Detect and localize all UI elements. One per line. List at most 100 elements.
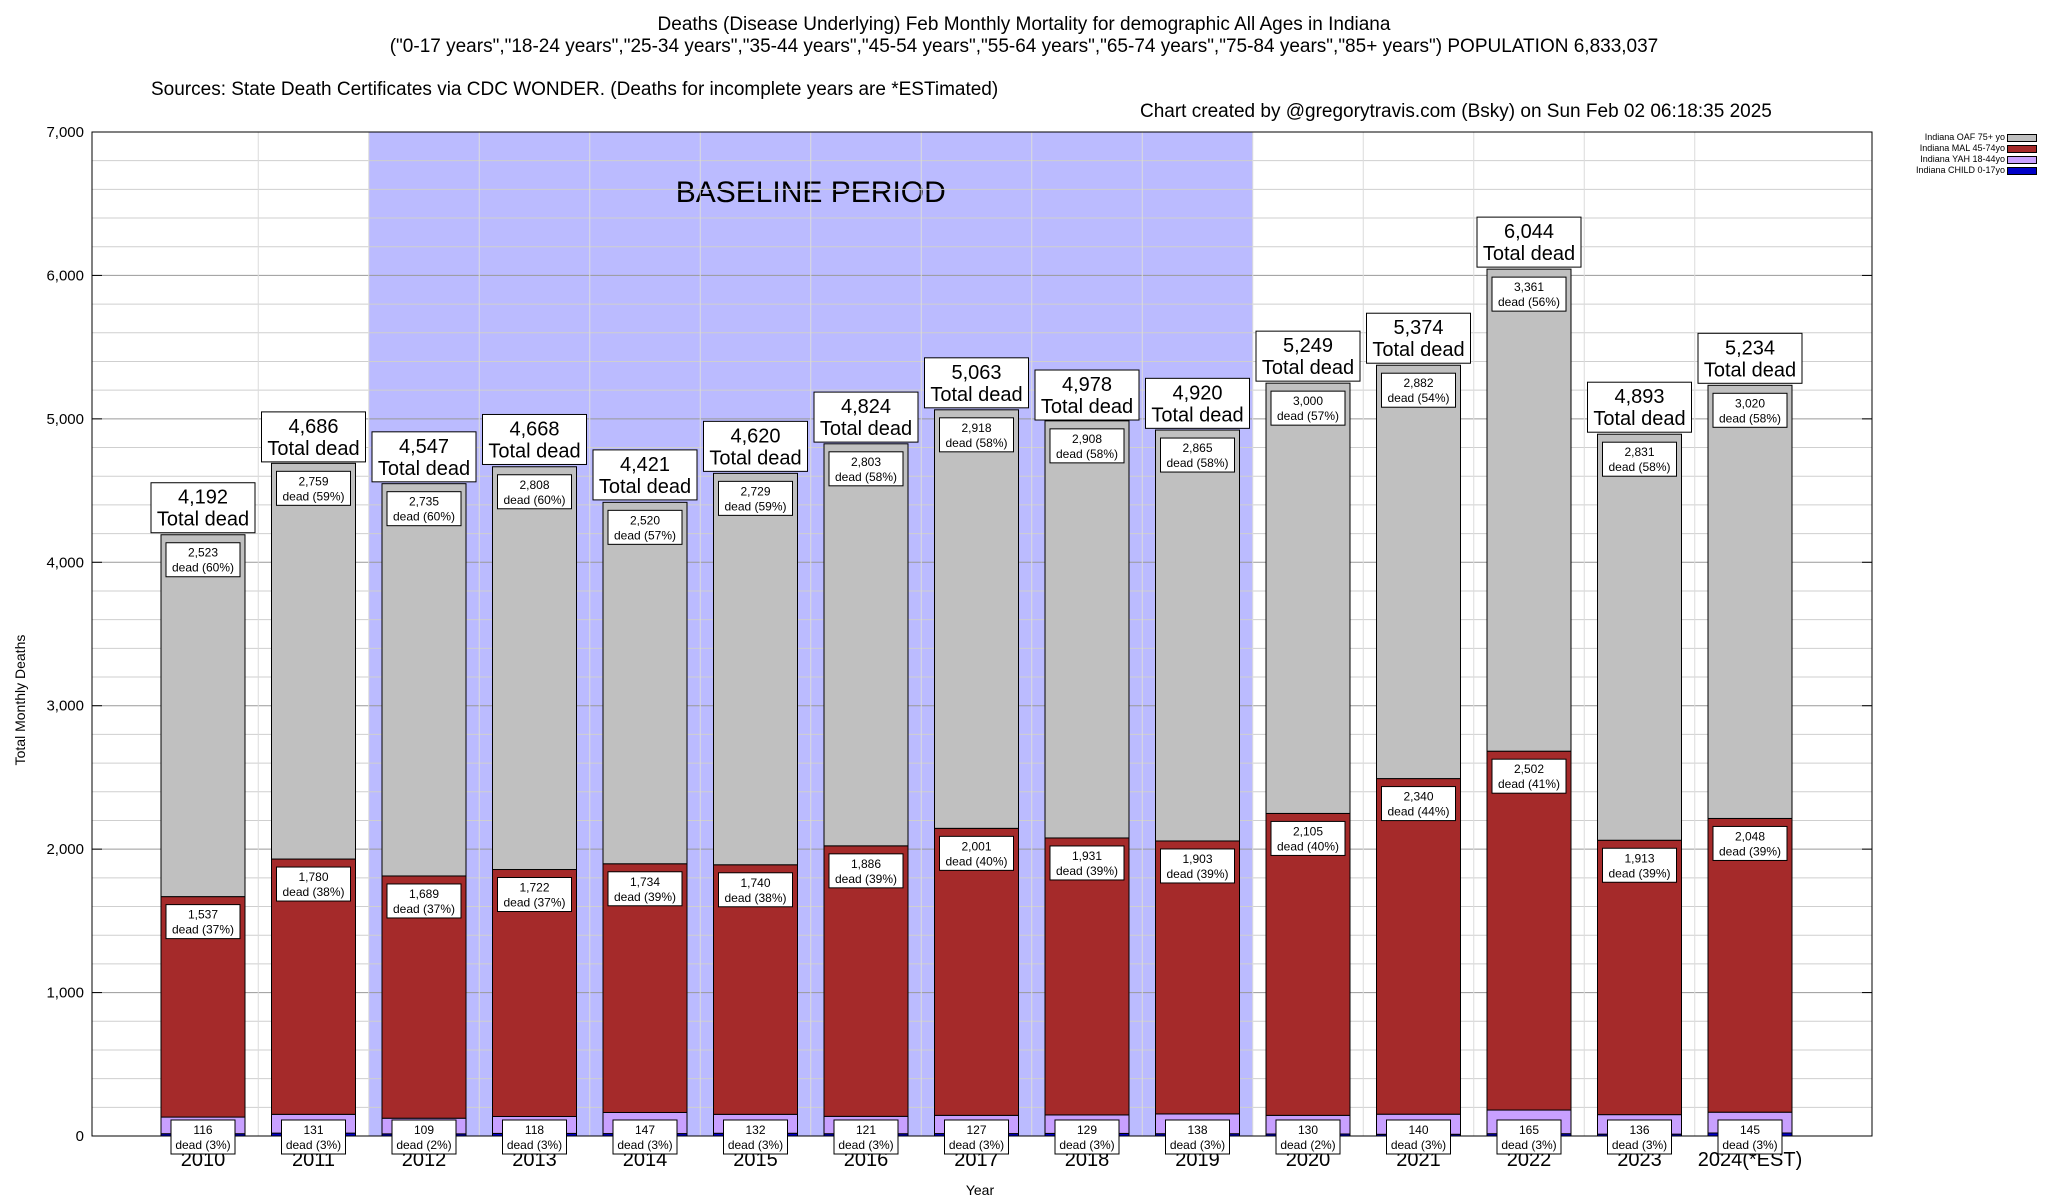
bar-segment-oaf <box>1376 364 1461 780</box>
data-label-box <box>1160 437 1235 473</box>
data-label-value: 2,759 <box>298 474 328 488</box>
data-label-box <box>1602 441 1677 477</box>
data-label-value: 138 <box>1187 1123 1207 1137</box>
total-label-suffix: Total dead <box>1593 408 1685 430</box>
data-label-value: 1,886 <box>851 857 881 871</box>
data-label-box <box>502 1119 567 1155</box>
data-label-value: 2,340 <box>1403 790 1433 804</box>
data-label-value: 1,931 <box>1072 849 1102 863</box>
legend-item-label: Indiana MAL 45-74yo <box>1919 143 2005 153</box>
total-label-suffix: Total dead <box>1151 404 1243 426</box>
bar-segment-oaf <box>602 501 688 865</box>
data-label-value: 2,729 <box>740 484 770 498</box>
data-label-percent: dead (60%) <box>393 510 455 524</box>
total-label-suffix: Total dead <box>709 447 801 469</box>
data-label-percent: dead (2%) <box>396 1138 451 1152</box>
bar-segment-oaf <box>1265 382 1351 814</box>
total-label-suffix: Total dead <box>1372 339 1464 361</box>
data-label-percent: dead (3%) <box>286 1138 341 1152</box>
data-label-box <box>281 1119 346 1155</box>
total-label-value: 4,978 <box>1062 374 1112 396</box>
total-label-box <box>482 413 587 465</box>
y-axis-label: Total Monthly Deaths <box>12 634 28 766</box>
data-label-box <box>1049 428 1125 464</box>
data-label-value: 1,740 <box>740 876 770 890</box>
data-label-box <box>276 470 351 506</box>
total-label-suffix: Total dead <box>1704 359 1796 381</box>
data-label-percent: dead (57%) <box>1277 409 1339 423</box>
data-label-percent: dead (58%) <box>1166 456 1228 470</box>
data-label-box <box>723 1119 788 1155</box>
total-label-value: 4,893 <box>1614 386 1664 408</box>
data-label-value: 147 <box>635 1123 655 1137</box>
data-label-value: 129 <box>1077 1123 1097 1137</box>
bar-segment-mal <box>1707 817 1793 1113</box>
data-label-box <box>1270 820 1346 856</box>
data-label-value: 118 <box>525 1123 544 1137</box>
data-label-box <box>1717 1119 1783 1155</box>
data-label-box <box>497 474 572 510</box>
total-label-value: 5,374 <box>1393 317 1443 339</box>
legend-swatch <box>2007 145 2037 153</box>
data-label-percent: dead (39%) <box>1056 864 1118 878</box>
data-label-percent: dead (37%) <box>393 902 455 916</box>
bar-segment-mal <box>1597 839 1682 1116</box>
data-label-box <box>1275 1119 1341 1155</box>
total-label-value: 5,249 <box>1283 335 1333 357</box>
data-label-percent: dead (3%) <box>838 1138 893 1152</box>
data-label-value: 136 <box>1629 1123 1649 1137</box>
data-label-box <box>1165 1119 1230 1155</box>
data-label-value: 2,048 <box>1735 829 1765 843</box>
total-label-value: 5,063 <box>951 362 1001 384</box>
total-label-box <box>1587 381 1692 433</box>
legend-item: Indiana YAH 18-44yo <box>1860 154 2045 165</box>
data-label-box <box>165 904 241 940</box>
total-label-box <box>813 391 919 443</box>
data-label-percent: dead (60%) <box>172 561 234 575</box>
data-label-percent: dead (58%) <box>1719 411 1781 425</box>
data-label-box <box>1602 847 1677 883</box>
sources-text: Sources: State Death Certificates via CD… <box>151 79 999 100</box>
data-label-value: 127 <box>966 1123 986 1137</box>
legend-item-label: Indiana YAH 18-44yo <box>1920 154 2005 164</box>
total-label-box <box>1255 330 1361 382</box>
total-label-value: 4,920 <box>1172 382 1222 404</box>
total-label-box <box>924 357 1029 409</box>
data-label-value: 2,831 <box>1624 445 1654 459</box>
total-label-value: 4,421 <box>620 454 670 476</box>
data-label-value: 2,908 <box>1072 432 1102 446</box>
total-label-box <box>371 431 477 483</box>
data-label-box <box>607 509 683 545</box>
bar-segment-oaf <box>381 483 467 877</box>
bar-segment-oaf <box>1707 384 1793 819</box>
data-label-percent: dead (3%) <box>175 1138 230 1152</box>
total-label-suffix: Total dead <box>1262 357 1354 379</box>
data-label-value: 2,502 <box>1514 762 1544 776</box>
data-label-box <box>165 542 241 578</box>
